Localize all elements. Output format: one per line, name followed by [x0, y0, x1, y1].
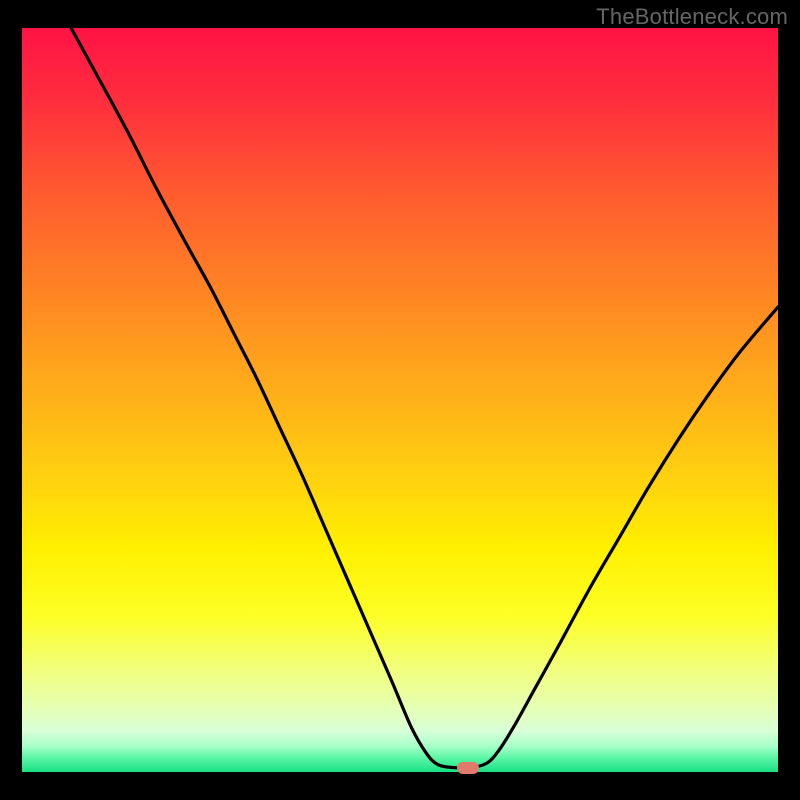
watermark-text: TheBottleneck.com: [596, 4, 788, 30]
curve-path: [71, 28, 778, 768]
chart-container: TheBottleneck.com: [0, 0, 800, 800]
bottleneck-curve: [22, 28, 778, 772]
optimum-marker: [457, 762, 479, 774]
plot-area: [22, 28, 778, 772]
